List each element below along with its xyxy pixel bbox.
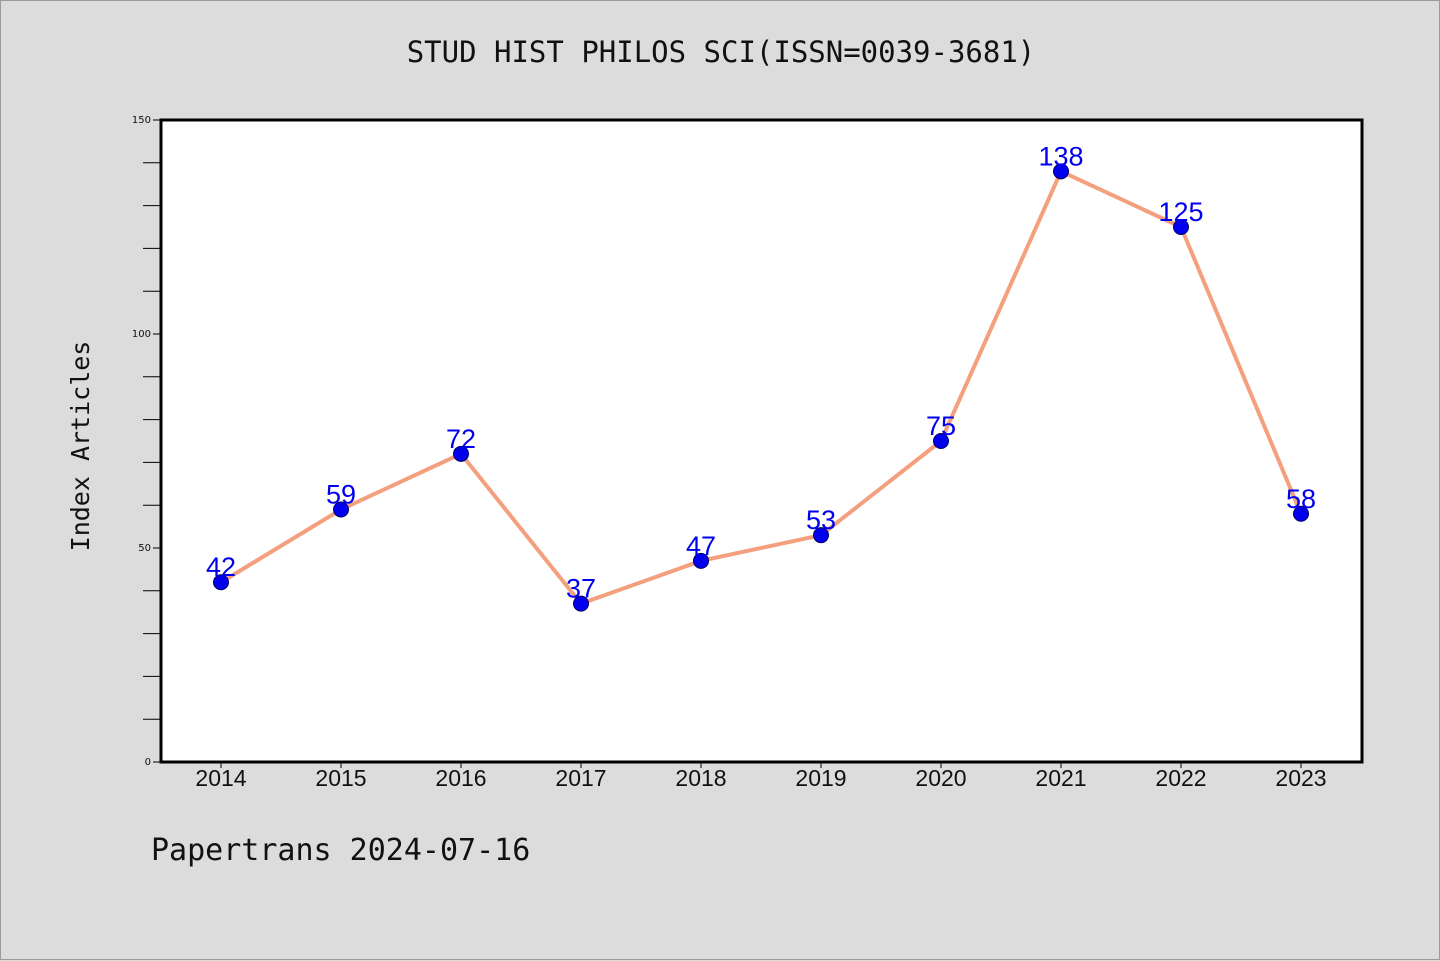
plot-area — [159, 118, 1364, 764]
data-label: 53 — [806, 505, 836, 535]
x-tick-label: 2019 — [795, 765, 846, 791]
data-point — [453, 445, 469, 462]
series-layer: 42 59 72 37 47 53 75 138 125 58 — [206, 141, 1316, 612]
data-point — [1173, 219, 1189, 235]
data-label: 47 — [686, 531, 716, 561]
data-point — [933, 433, 949, 449]
data-label: 37 — [566, 574, 596, 604]
data-point — [333, 501, 349, 518]
data-point — [1293, 505, 1309, 522]
data-label: 125 — [1158, 197, 1203, 227]
y-tick-label: 0 — [145, 757, 151, 768]
x-axis: 2014 2015 2016 2017 2018 2019 2020 2021 2022 2023 — [195, 762, 1327, 791]
y-axis: 0 50 100 150 — [132, 115, 161, 768]
data-label: 75 — [926, 411, 956, 441]
x-tick-label: 2014 — [195, 765, 246, 791]
y-axis-label: Index Articles — [66, 341, 95, 552]
data-label: 58 — [1286, 484, 1316, 514]
chart-title: STUD HIST PHILOS SCI(ISSN=0039-3681) — [406, 35, 1036, 69]
footer-credit: Papertrans 2024-07-16 — [151, 833, 531, 868]
x-tick-label: 2020 — [915, 765, 966, 791]
data-point — [1053, 163, 1069, 180]
y-tick-label: 50 — [138, 543, 151, 554]
data-label: 42 — [206, 552, 236, 582]
y-tick-label: 100 — [132, 329, 151, 340]
data-point — [213, 574, 229, 591]
x-tick-label: 2021 — [1035, 765, 1086, 791]
data-point — [573, 595, 589, 612]
data-label: 72 — [446, 424, 476, 454]
x-tick-label: 2018 — [675, 765, 726, 791]
data-label: 138 — [1038, 141, 1083, 171]
x-tick-label: 2023 — [1275, 765, 1326, 791]
series-line — [219, 169, 1303, 606]
x-tick-label: 2017 — [555, 765, 606, 791]
data-label: 59 — [326, 479, 356, 509]
y-tick-label: 150 — [132, 115, 151, 126]
x-tick-label: 2022 — [1155, 765, 1206, 791]
x-tick-label: 2015 — [315, 765, 366, 791]
x-tick-label: 2016 — [435, 765, 486, 791]
data-point — [693, 552, 709, 569]
data-point — [813, 527, 829, 544]
